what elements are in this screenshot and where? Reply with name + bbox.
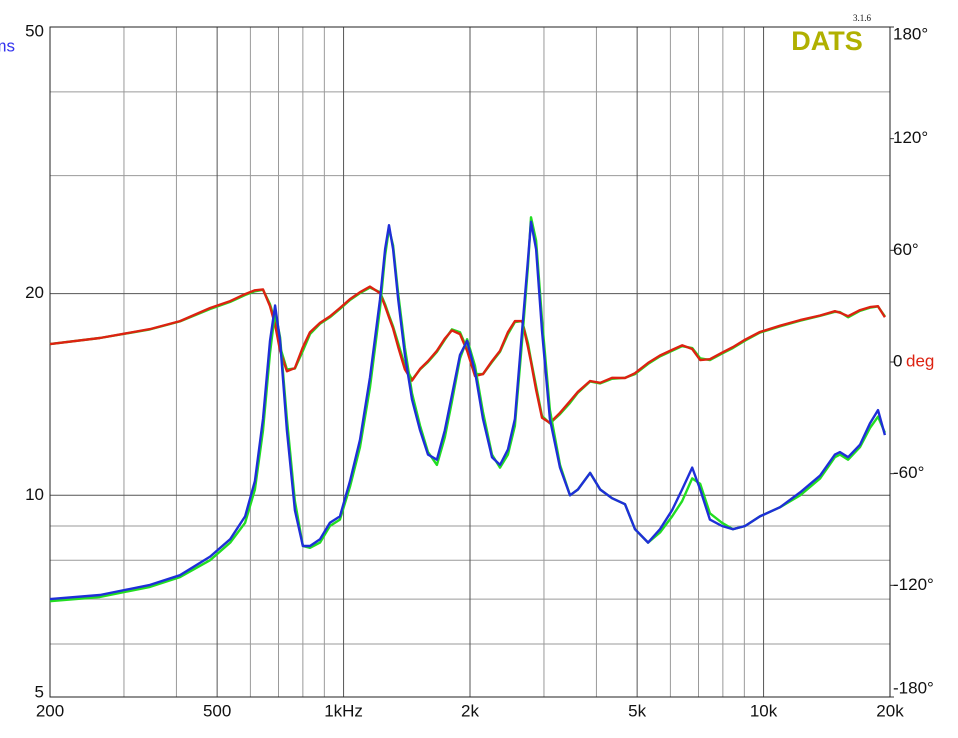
y-tick-label: 20 xyxy=(25,283,44,302)
y2-tick-label: -60° xyxy=(893,463,924,482)
x-tick-label: 5k xyxy=(628,701,646,720)
y-axis-label: Ohms xyxy=(0,36,15,55)
x-tick-label: 20k xyxy=(876,701,904,720)
y-tick-label: 50 xyxy=(25,21,44,40)
chart-title: DATS xyxy=(791,26,863,56)
y2-tick-label: 120° xyxy=(893,128,928,147)
x-tick-label: 200 xyxy=(36,701,64,720)
y2-tick-label: -120° xyxy=(893,575,934,594)
y2-tick-label: 60° xyxy=(893,240,919,259)
x-tick-label: 10k xyxy=(750,701,778,720)
series-line xyxy=(49,220,887,601)
version-label: 3.1.6 xyxy=(853,13,872,23)
y2-tick-label: 180° xyxy=(893,24,928,43)
x-tick-label: 2k xyxy=(461,701,479,720)
y-tick-label: 10 xyxy=(25,485,44,504)
y2-axis-label: deg xyxy=(906,351,934,370)
y2-tick-label: 0 xyxy=(893,351,902,370)
y2-tick-label: -180° xyxy=(893,678,934,697)
plot-frame xyxy=(49,26,891,698)
y-tick-label: 5 xyxy=(35,682,44,701)
x-tick-label: 1kHz xyxy=(324,701,363,720)
series-line xyxy=(49,285,886,425)
x-tick-label: 500 xyxy=(203,701,231,720)
